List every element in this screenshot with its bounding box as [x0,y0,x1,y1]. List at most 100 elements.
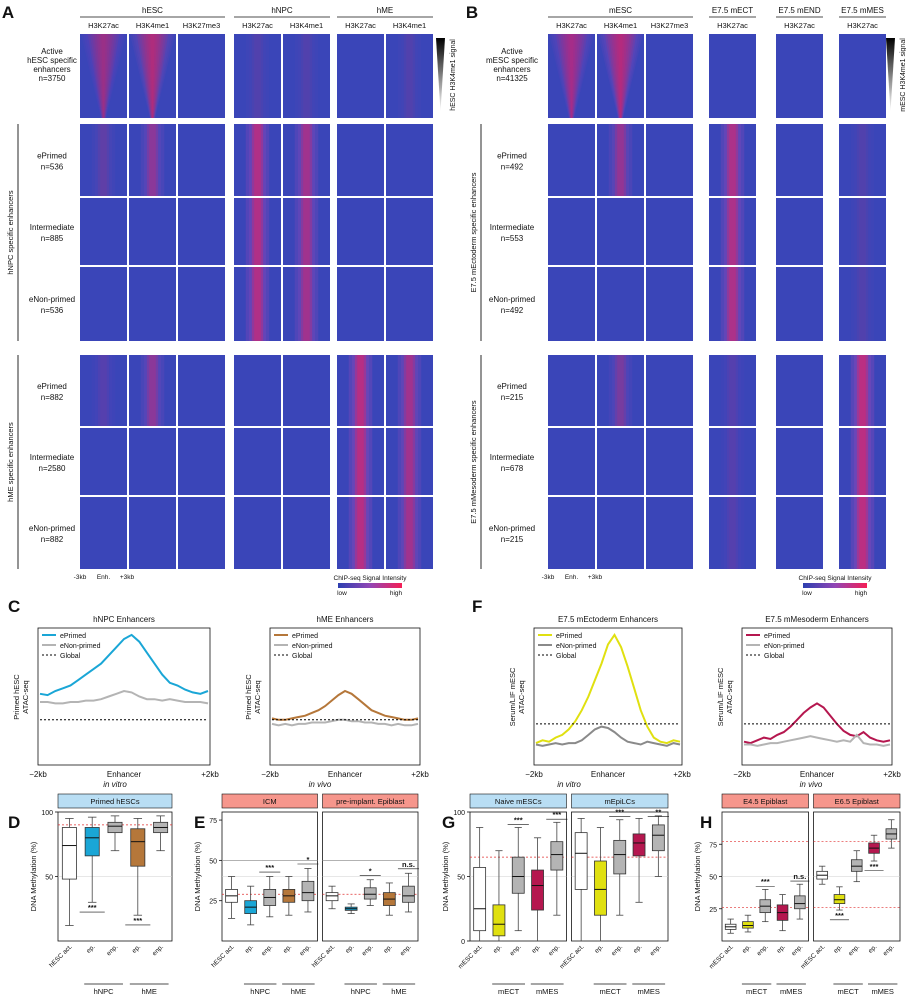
heatmap-cell-bg [337,497,384,569]
heatmap-signal-layer [614,124,627,197]
heatmap-cell [80,355,127,427]
heatmap-signal-layer [612,355,629,427]
heatmap-signal-layer [141,34,164,118]
heatmap-cell-bg [709,497,756,569]
heatmap-cell [386,355,433,427]
heatmap-signal-layer [245,34,270,118]
subpanel-header [721,793,809,809]
heatmap-signal-layer [89,34,118,118]
heatmap-signal-layer [144,124,161,197]
column-header: H3K4me1 [290,21,323,30]
box-enp-: enp. [361,879,377,957]
heatmap-cell-bg [548,355,595,427]
heatmap-cell [386,267,433,341]
subpanel-header [221,793,318,809]
heatmap-cell [776,428,823,496]
significance-mark: *** [133,916,142,925]
context-label: in vitro [557,780,581,789]
x-tick-label: enp. [399,943,413,957]
x-tick-label: enp. [361,943,375,957]
heatmap-signal-layer [617,355,624,427]
row-count: n=3750 [39,74,66,83]
heatmap-signal-layer [300,267,313,341]
y-axis-label: Serum/LIF mESC ATAC-seq [508,667,526,726]
heatmap-cell-bg [646,355,693,427]
heatmap-cell-bg [337,428,384,496]
x-tick-label: +2kb [883,770,901,779]
y-axis-label-line: Primed hESC [244,674,253,720]
heatmap-signal-layer [612,124,629,197]
box-hesc-act-: hESC act. [311,885,339,969]
legend-label: ePrimed [60,633,86,640]
heatmap-signal-layer [294,124,319,197]
heatmap-signal-layer [726,428,739,496]
heatmap-signal-layer [557,34,586,118]
heatmap-cell-bg [386,497,433,569]
row-label-line: Active [501,47,523,56]
heatmap-signal-layer [403,497,416,569]
row-label: ePrimed [497,382,527,391]
y-tick-label: 100 [453,810,465,817]
heatmap-cell-bg [129,355,176,427]
row-count: n=2580 [39,464,66,473]
heatmap-cell [839,124,886,197]
heatmap-signal-layer [251,34,264,118]
heatmap-cell [234,198,281,266]
heatmap-cell-bg [129,267,176,341]
heatmap-signal-layer [854,198,871,266]
heatmap-signal-layer [136,34,169,118]
legend-label: Global [292,653,313,660]
box-iqr [301,880,315,902]
side-group-label: E7.5 mEctoderm specific enhancers [469,172,478,292]
side-group-label: hME specific enhancers [6,422,15,502]
box-chart-H: Hin vivo DNA Methylation (%) 25 50 75 E4.5 Ep… [693,780,901,996]
heatmap-cell-bg [709,355,756,427]
heatmap-signal-layer [138,34,167,118]
heatmap-cell-bg [80,34,127,118]
box-iqr [651,824,665,852]
y-axis-label-line: ATAC-seq [253,680,262,713]
y-axis-label: Primed hESC ATAC-seq [244,674,262,720]
box-ep-: ep. [130,818,146,955]
heatmap-signal-layer [729,124,736,197]
heatmap-cell [337,124,384,197]
series-line-enon-primed [40,689,209,705]
heatmap-signal-layer [611,34,630,118]
chart-title: E7.5 mMesoderm Enhancers [765,615,869,624]
heatmap-cell-bg [178,34,225,118]
side-group-label: hNPC specific enhancers [6,190,15,274]
x-tick-label: mESC act. [800,943,827,970]
heatmap-cell-bg [839,124,886,197]
x-tick-label: −2kb [733,770,751,779]
heatmap-cell [178,428,225,496]
heatmap-signal-layer [140,124,165,197]
colorbar-high: high [855,590,868,597]
heatmap-signal-layer [300,198,313,266]
x-tick-label: ep. [776,943,787,954]
heatmap-x-label: -3kb [74,574,87,581]
box-iqr [107,821,123,834]
box-ep-: ep. [632,818,646,955]
group-header: E7.5 mMES [841,6,884,15]
row-label: Intermediate [490,453,535,462]
heatmap-x-label: Enh. [97,574,111,581]
row-count: n=215 [501,393,524,402]
heatmap-cell-bg [597,34,644,118]
y-axis-label-line: ATAC-seq [21,680,30,713]
heatmap-signal-layer [856,497,869,569]
heatmap-signal-layer [602,34,639,118]
heatmap-signal-layer [401,497,418,569]
x-tick-label: ep. [131,943,142,954]
heatmap-cell-bg [548,124,595,197]
heatmap-signal-layer [83,34,124,118]
heatmap-cell [80,34,127,118]
box-hesc-act-: hESC act. [210,876,238,969]
heatmap-signal-layer [91,355,116,427]
heatmap-cell-bg [337,198,384,266]
chart-title: hME Enhancers [317,615,374,624]
group-label: mMES [536,987,559,996]
heatmap-signal-layer [608,355,633,427]
heatmap-signal-layer [562,34,581,118]
heatmap-signal-layer [720,355,745,427]
